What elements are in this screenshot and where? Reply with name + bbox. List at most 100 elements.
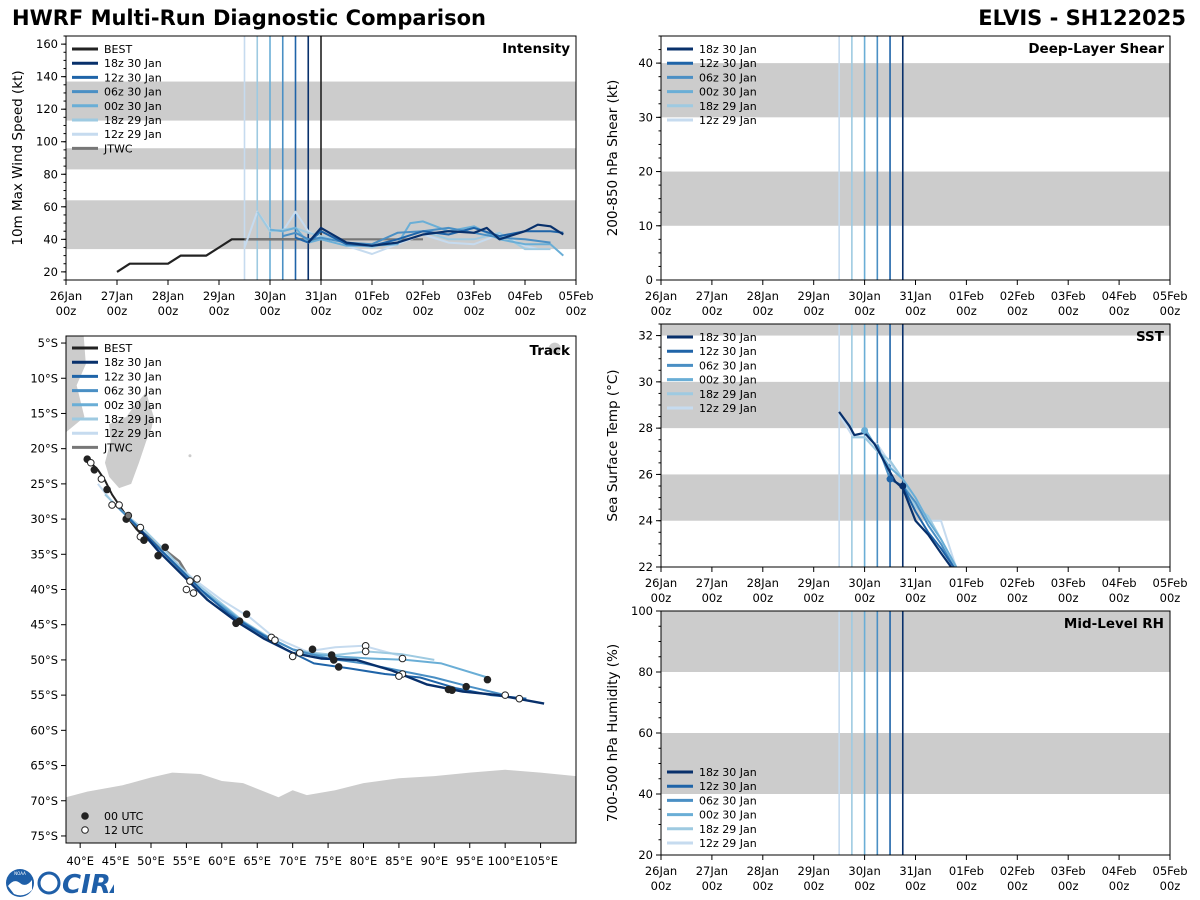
- sst-marker-2: [899, 482, 907, 490]
- island-land: [188, 454, 192, 458]
- track-xtick-label: 105°E: [523, 854, 558, 868]
- track-point: [361, 647, 370, 656]
- intensity-xtick-label: 00z: [311, 304, 332, 318]
- noaa-seal-text: NOAA: [14, 871, 26, 876]
- sst-xtick-label: 00z: [1007, 591, 1028, 605]
- track-point: [189, 589, 198, 597]
- shear-legend-label: 12z 29 Jan: [699, 114, 757, 127]
- rh-plot-area: [661, 611, 1170, 855]
- sst-xtick-label: 00z: [956, 591, 977, 605]
- shear-plot-area: [661, 36, 1170, 280]
- rh-xtick-label: 28Jan: [747, 864, 779, 878]
- shear-xtick-label: 00z: [854, 304, 875, 318]
- track-point: [161, 543, 169, 552]
- sst-panel: 22242628303226Jan00z27Jan00z28Jan00z29Ja…: [605, 323, 1188, 605]
- track-marker-legend-swatch: [81, 812, 89, 820]
- shear-xtick-label: 05Feb: [1153, 289, 1188, 303]
- intensity-series-18z-30-jan: [307, 223, 564, 247]
- intensity-xtick-label: 00z: [107, 304, 128, 318]
- track-panel-title: Track: [530, 343, 571, 359]
- track-legend-label: 12z 29 Jan: [104, 427, 162, 440]
- intensity-xtick-label: 00z: [566, 304, 587, 318]
- rh-ytick-label: 100: [631, 604, 653, 618]
- shear-xtick-label: 30Jan: [848, 289, 880, 303]
- rh-xtick-label: 26Jan: [645, 864, 677, 878]
- rh-xtick-label: 00z: [1058, 879, 1079, 893]
- track-point: [288, 652, 297, 661]
- rh-ylabel: 700-500 hPa Humidity (%): [605, 644, 621, 822]
- track-point: [501, 691, 509, 699]
- shear-xtick-label: 00z: [1109, 304, 1130, 318]
- track-legend-label: 18z 30 Jan: [104, 356, 162, 369]
- intensity-xtick-label: 26Jan: [50, 289, 82, 303]
- shear-legend-label: 12z 30 Jan: [699, 57, 757, 70]
- sst-xtick-label: 28Jan: [747, 576, 779, 590]
- antarctica-land: [66, 769, 576, 843]
- track-point: [115, 501, 123, 509]
- sst-xtick-label: 30Jan: [848, 576, 880, 590]
- track-point: [86, 458, 95, 467]
- track-ytick-label: 35°S: [30, 547, 58, 561]
- rh-xtick-label: 27Jan: [696, 864, 728, 878]
- shear-legend-label: 00z 30 Jan: [699, 86, 757, 99]
- shear-xtick-label: 29Jan: [798, 289, 830, 303]
- rh-xtick-label: 29Jan: [798, 864, 830, 878]
- track-xtick-label: 65°E: [243, 854, 271, 868]
- sst-band-1: [661, 381, 1170, 429]
- track-point: [395, 672, 403, 680]
- sst-legend-label: 12z 29 Jan: [699, 402, 757, 415]
- intensity-series-06z-30-jan: [282, 226, 551, 246]
- sst-marker-0: [861, 426, 869, 434]
- rh-xtick-label: 04Feb: [1102, 864, 1137, 878]
- madagascar-land: [104, 392, 154, 489]
- shear-xtick-label: 00z: [752, 304, 773, 318]
- shear-xtick-label: 00z: [702, 304, 723, 318]
- track-ytick-label: 50°S: [30, 653, 58, 667]
- sst-xtick-label: 00z: [752, 591, 773, 605]
- track-06z-30-jan: [118, 507, 506, 697]
- intensity-xtick-label: 00z: [515, 304, 536, 318]
- sst-xtick-label: 00z: [1160, 591, 1181, 605]
- track-panel: 5°S 10°S 15°S 20°S 25°S 30°S 35°S 40°S 45°S 50°S 5…: [30, 335, 577, 868]
- track-legend-label: 12z 30 Jan: [104, 370, 162, 383]
- intensity-xtick-label: 00z: [362, 304, 383, 318]
- noaa-wave-icon: [8, 880, 32, 896]
- track-point: [271, 636, 279, 645]
- intensity-xtick-label: 27Jan: [101, 289, 133, 303]
- rh-xtick-label: 31Jan: [899, 864, 931, 878]
- rh-ytick-label: 40: [638, 787, 653, 801]
- rh-ytick-label: 80: [638, 665, 653, 679]
- intensity-xtick-label: 00z: [56, 304, 77, 318]
- shear-xtick-label: 02Feb: [1000, 289, 1035, 303]
- sst-legend-label: 18z 29 Jan: [699, 388, 757, 401]
- track-ytick-label: 25°S: [30, 477, 58, 491]
- figure-title: HWRF Multi-Run Diagnostic Comparison: [12, 6, 487, 30]
- shear-xtick-label: 00z: [1058, 304, 1079, 318]
- sst-legend-label: 12z 30 Jan: [699, 345, 757, 358]
- track-point: [334, 663, 343, 671]
- track-xtick-label: 50°E: [137, 854, 165, 868]
- track-marker-legend-label: 00 UTC: [104, 810, 144, 823]
- track-point: [295, 649, 304, 657]
- shear-xtick-label: 00z: [1007, 304, 1028, 318]
- intensity-xtick-label: 04Feb: [508, 289, 543, 303]
- rh-xtick-label: 30Jan: [848, 864, 880, 878]
- track-point: [329, 656, 338, 664]
- shear-ytick-label: 10: [638, 219, 653, 233]
- rh-panel-title: Mid-Level RH: [1064, 616, 1164, 632]
- shear-ylabel: 200-850 hPa Shear (kt): [605, 80, 621, 237]
- sst-ylabel: Sea Surface Temp (°C): [605, 369, 621, 521]
- rh-ytick-label: 20: [638, 848, 653, 862]
- rh-xtick-label: 00z: [651, 879, 672, 893]
- track-xtick-label: 95°E: [456, 854, 484, 868]
- intensity-xtick-label: 00z: [464, 304, 485, 318]
- track-point: [398, 654, 407, 663]
- sst-band-2: [661, 324, 1170, 336]
- track-ytick-label: 65°S: [30, 759, 58, 773]
- intensity-ytick-label: 100: [36, 135, 58, 149]
- sst-xtick-label: 02Feb: [1000, 576, 1035, 590]
- rh-xtick-label: 00z: [752, 879, 773, 893]
- rh-xtick-label: 03Feb: [1051, 864, 1086, 878]
- sst-ytick-label: 22: [638, 560, 653, 574]
- sst-legend-label: 00z 30 Jan: [699, 374, 757, 387]
